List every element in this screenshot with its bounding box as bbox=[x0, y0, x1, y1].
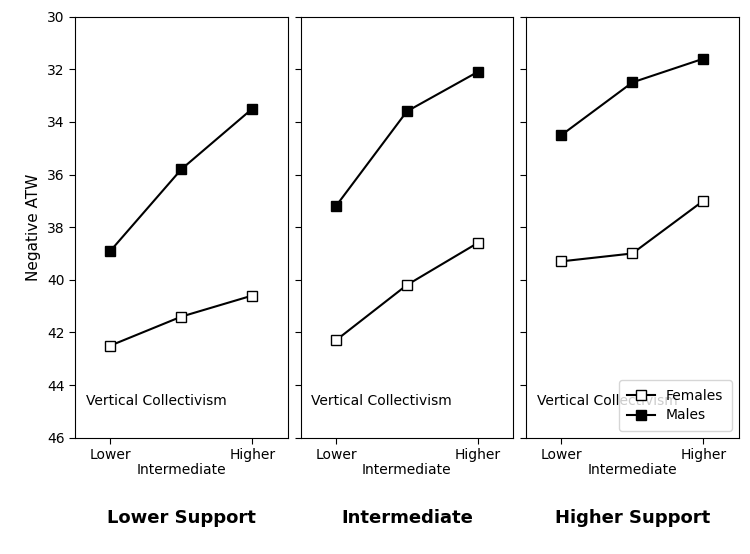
Females bbox=[699, 198, 708, 204]
Line: Males: Males bbox=[106, 104, 257, 256]
Females bbox=[557, 258, 566, 265]
Text: Intermediate: Intermediate bbox=[362, 463, 452, 476]
Line: Males: Males bbox=[556, 54, 708, 140]
Line: Females: Females bbox=[106, 291, 257, 351]
Females bbox=[628, 250, 637, 257]
Line: Females: Females bbox=[556, 196, 708, 266]
Males bbox=[177, 166, 186, 173]
Females bbox=[177, 314, 186, 320]
Males bbox=[332, 203, 340, 209]
Females bbox=[248, 293, 256, 299]
Text: Vertical Collectivism: Vertical Collectivism bbox=[537, 394, 677, 408]
Text: Intermediate: Intermediate bbox=[136, 463, 226, 476]
Males bbox=[628, 79, 637, 86]
Line: Males: Males bbox=[331, 67, 483, 211]
Legend: Females, Males: Females, Males bbox=[619, 381, 732, 430]
Line: Females: Females bbox=[331, 238, 483, 345]
Females bbox=[106, 342, 115, 349]
Text: Vertical Collectivism: Vertical Collectivism bbox=[86, 394, 226, 408]
Males bbox=[699, 55, 708, 62]
Males bbox=[473, 69, 482, 75]
Females bbox=[402, 282, 411, 289]
Text: Intermediate: Intermediate bbox=[341, 509, 472, 527]
Females bbox=[473, 240, 482, 247]
Text: Higher Support: Higher Support bbox=[555, 509, 710, 527]
Text: Vertical Collectivism: Vertical Collectivism bbox=[311, 394, 452, 408]
Females bbox=[332, 337, 340, 343]
Males bbox=[402, 108, 411, 115]
Text: Intermediate: Intermediate bbox=[587, 463, 677, 476]
Y-axis label: Negative ATW: Negative ATW bbox=[26, 173, 41, 281]
Males bbox=[248, 105, 256, 112]
Males bbox=[557, 132, 566, 138]
Males bbox=[106, 248, 115, 254]
Text: Lower Support: Lower Support bbox=[107, 509, 256, 527]
